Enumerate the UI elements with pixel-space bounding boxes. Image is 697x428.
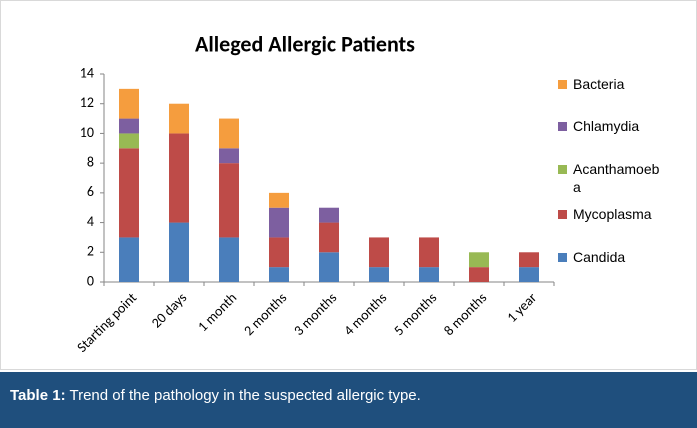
y-tick-label: 10 [80,124,94,141]
chart: Alleged Allergic Patients 0 2 4 6 8 10 12 14 Sta… [73,30,555,356]
x-tick-label: 3 months [290,289,340,339]
bar-segment [269,207,289,238]
legend-swatch [558,122,567,131]
bar-segment [119,88,139,119]
legend-item: Bacteria [558,75,668,93]
legend-label: Candida [573,249,626,265]
legend-item: Acanthamoeba [558,160,668,196]
x-tick-label: 1 year [503,289,540,326]
x-tick-label: 20 days [148,289,190,331]
bar-segment [169,133,189,223]
bar-segment [419,237,439,268]
legend-swatch [558,80,567,89]
bar-segment [119,133,139,149]
legend-label: Acanthamoeba [573,161,660,195]
bar-segment [269,237,289,268]
legend-swatch [558,165,567,174]
legend-item: Candida [558,248,668,266]
bar-segment [269,192,289,208]
bar-segment [169,222,189,282]
x-tick-label: Starting point [73,289,140,356]
bar-segment [419,267,439,282]
bar-segment [369,237,389,268]
y-tick-label: 4 [87,213,94,230]
bar-segment [119,148,139,238]
bar-segment [219,148,239,164]
bar-segment [469,252,489,268]
bar-segment [269,267,289,282]
legend-item: Chlamydia [558,117,668,135]
bar-segment [119,237,139,282]
caption-text: Trend of the pathology in the suspected … [69,387,421,404]
bar-segment [169,103,189,134]
bar-segment [119,118,139,134]
chart-title: Alleged Allergic Patients [195,30,415,57]
bar-segment [519,252,539,268]
caption: Table 1: Trend of the pathology in the s… [0,372,697,428]
bar-segment [219,163,239,238]
x-tick-label: 8 months [440,289,490,339]
bar-segment [319,252,339,282]
bar-segment [469,267,489,282]
bar-segment [519,267,539,282]
bar-segment [319,207,339,223]
x-tick-label: 4 months [340,289,390,339]
x-tick-label: 1 month [194,289,240,335]
legend-label: Mycoplasma [573,206,652,222]
chart-frame [0,0,697,370]
x-tick-label: 5 months [390,289,440,339]
legend-label: Chlamydia [573,118,640,134]
bar-segment [219,118,239,149]
bar-segment [319,222,339,253]
y-tick-label: 6 [87,183,94,200]
legend-label: Bacteria [573,76,625,92]
legend-swatch [558,210,567,219]
legend-item: Mycoplasma [558,205,668,223]
y-tick-label: 0 [87,272,94,289]
y-tick-label: 8 [87,153,94,170]
legend-swatch [558,253,567,262]
y-tick-label: 14 [80,64,94,81]
y-tick-label: 12 [80,94,94,111]
y-tick-label: 2 [87,243,94,260]
bar-segment [369,267,389,282]
x-tick-label: 2 months [240,289,290,339]
caption-label: Table 1: [10,387,66,404]
bar-segment [219,237,239,282]
